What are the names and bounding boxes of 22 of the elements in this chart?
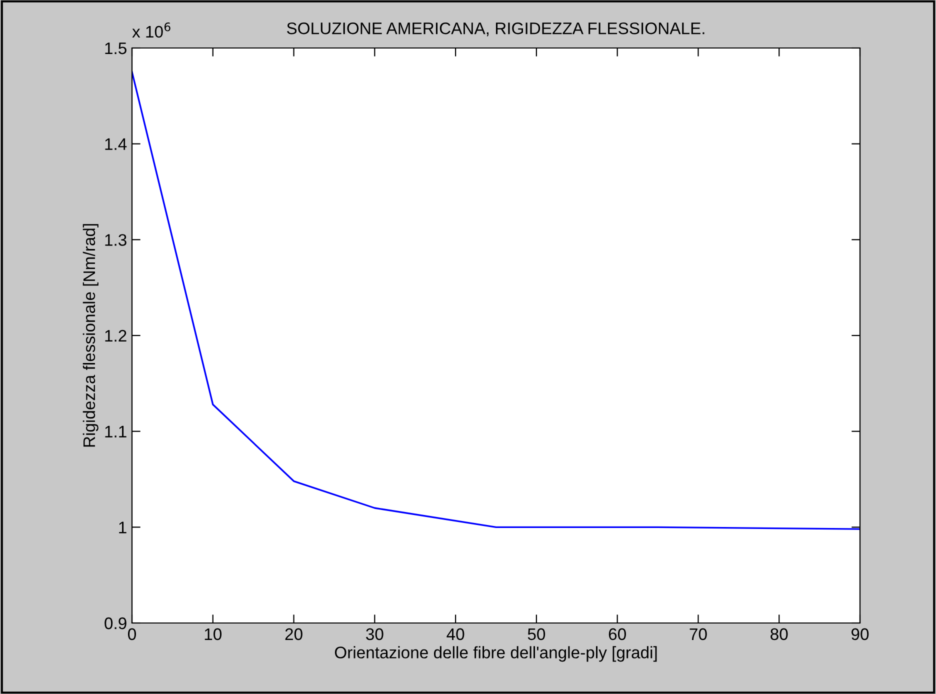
x-tick-label: 90 xyxy=(852,628,869,640)
x-tick-label: 40 xyxy=(446,628,464,640)
x-axis-title: Orientazione delle fibre dell'angle-ply [gradi] xyxy=(334,646,657,662)
y-tick-label: 1.3 xyxy=(105,234,126,246)
y-tick-label: 1.4 xyxy=(105,138,127,150)
y-tick-label: 1.2 xyxy=(105,330,126,342)
line-series xyxy=(132,71,860,530)
x-tick-label: 80 xyxy=(770,628,788,640)
x-tick-label: 70 xyxy=(690,628,707,640)
y-tick-label: 1.1 xyxy=(105,426,126,438)
y-tick-label: 1 xyxy=(119,522,126,534)
x-tick-label: 10 xyxy=(204,628,222,640)
y-tick-label: 1.5 xyxy=(105,42,126,54)
x-tick-label: 30 xyxy=(366,628,384,640)
y-axis-title: Rigidezza flessionale [Nm/rad] xyxy=(82,224,98,447)
x-tick-label: 50 xyxy=(528,628,546,640)
x-tick-label: 20 xyxy=(285,628,302,640)
x-tick-label: 60 xyxy=(608,628,626,640)
chart-title: SOLUZIONE AMERICANA, RIGIDEZZA FLESSIONALE. xyxy=(286,22,704,36)
text: x 10$^{6}$ xyxy=(132,22,170,38)
x-tick-label: 0 xyxy=(128,628,136,640)
y-tick-label: 0.9 xyxy=(104,617,126,630)
